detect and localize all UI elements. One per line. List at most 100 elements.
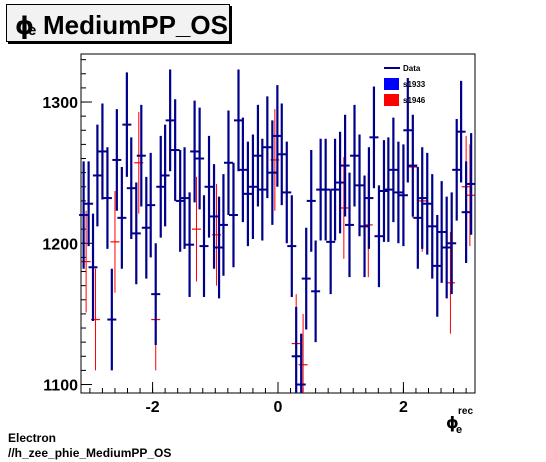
data-point xyxy=(243,141,253,247)
data-point xyxy=(447,192,457,295)
data-point xyxy=(466,133,476,235)
data-point xyxy=(461,161,471,264)
data-point xyxy=(306,150,316,252)
mc-point xyxy=(110,191,120,293)
data-point xyxy=(195,107,205,210)
data-point xyxy=(214,196,224,299)
data-point xyxy=(417,147,427,249)
x-axis-label-subscript: e xyxy=(456,424,462,436)
data-point xyxy=(84,161,94,247)
x-tick-label: 0 xyxy=(274,399,283,416)
data-point xyxy=(344,172,354,278)
data-point xyxy=(388,117,398,223)
data-point xyxy=(102,147,112,249)
data-point xyxy=(92,124,102,227)
data-point xyxy=(442,196,452,299)
data-point xyxy=(223,110,233,216)
data-point xyxy=(146,152,156,258)
data-point xyxy=(262,96,272,199)
x-axis-label-symbol: ϕ xyxy=(446,413,459,432)
legend-box-icon xyxy=(384,94,399,106)
data-point xyxy=(350,104,360,207)
data-point xyxy=(228,162,238,268)
data-point xyxy=(287,195,297,297)
data-point xyxy=(126,137,136,240)
data-point xyxy=(374,185,384,288)
data-point xyxy=(248,134,258,240)
data-point xyxy=(151,243,161,345)
data-point xyxy=(330,138,340,241)
data-point xyxy=(107,268,117,371)
data-point xyxy=(267,120,277,225)
footer-line-1: Electron xyxy=(8,431,57,445)
legend-box-icon xyxy=(384,78,399,90)
x-axis-ticks: -2 0 2 xyxy=(89,382,467,416)
data-point xyxy=(185,192,195,297)
data-point xyxy=(190,100,200,203)
data-point xyxy=(403,78,413,183)
data-point xyxy=(321,138,331,241)
data-point xyxy=(364,147,374,249)
data-point xyxy=(301,227,311,330)
data-point xyxy=(282,141,292,244)
data-point xyxy=(156,135,166,238)
data-point xyxy=(204,135,214,238)
data-point xyxy=(413,167,423,269)
data-point xyxy=(88,213,98,321)
x-tick-label: -2 xyxy=(145,399,159,416)
title-subscript: e xyxy=(28,22,37,39)
y-tick-label: 1200 xyxy=(42,236,78,253)
data-point xyxy=(257,138,267,241)
mc-point xyxy=(298,313,308,393)
data-point xyxy=(326,189,336,295)
data-point xyxy=(432,215,442,317)
data-point xyxy=(117,167,127,269)
data-point xyxy=(131,182,141,285)
data-point xyxy=(398,144,408,247)
legend-label: Data xyxy=(403,64,421,73)
title-symbol: ϕ xyxy=(15,12,35,40)
data-point xyxy=(422,152,432,255)
data-point xyxy=(238,117,248,223)
data-point xyxy=(112,109,122,211)
data-point xyxy=(360,175,370,278)
data-point xyxy=(311,240,321,343)
data-point xyxy=(437,181,447,283)
data-point xyxy=(175,150,185,252)
data-point xyxy=(427,174,437,279)
data-point xyxy=(233,69,243,172)
data-point xyxy=(253,104,263,207)
data-point xyxy=(393,141,403,244)
mc-point xyxy=(191,176,201,282)
data-point xyxy=(170,99,180,201)
data-point xyxy=(379,140,389,242)
data-point xyxy=(296,333,306,393)
data-point xyxy=(122,72,132,177)
data-point xyxy=(369,86,379,189)
data-point xyxy=(291,306,301,393)
data-points xyxy=(79,69,476,393)
data-point xyxy=(180,147,190,249)
data-point xyxy=(97,103,107,200)
data-point xyxy=(383,137,393,242)
data-point xyxy=(456,80,466,183)
title-text: MediumPP_OS xyxy=(43,10,228,40)
data-point xyxy=(408,114,418,217)
data-point xyxy=(199,195,209,297)
data-point xyxy=(136,104,146,207)
y-tick-label: 1100 xyxy=(43,378,78,395)
x-tick-label: 2 xyxy=(399,399,408,416)
data-point xyxy=(340,114,350,217)
footer-line-2: //h_zee_phie_MediumPP_OS xyxy=(8,446,172,460)
y-axis-ticks: 1100 1200 1300 xyxy=(42,59,92,395)
data-point xyxy=(160,124,170,227)
legend: Data s1933 s1946 xyxy=(384,64,426,106)
legend-label: s1933 xyxy=(403,80,426,89)
data-point xyxy=(335,131,345,234)
data-point xyxy=(355,134,365,237)
data-point xyxy=(79,161,89,269)
data-point xyxy=(141,176,151,279)
title-box: ϕ e MediumPP_OS xyxy=(6,4,230,42)
legend-label: s1946 xyxy=(403,96,426,105)
x-axis-label-superscript: rec xyxy=(458,406,473,417)
